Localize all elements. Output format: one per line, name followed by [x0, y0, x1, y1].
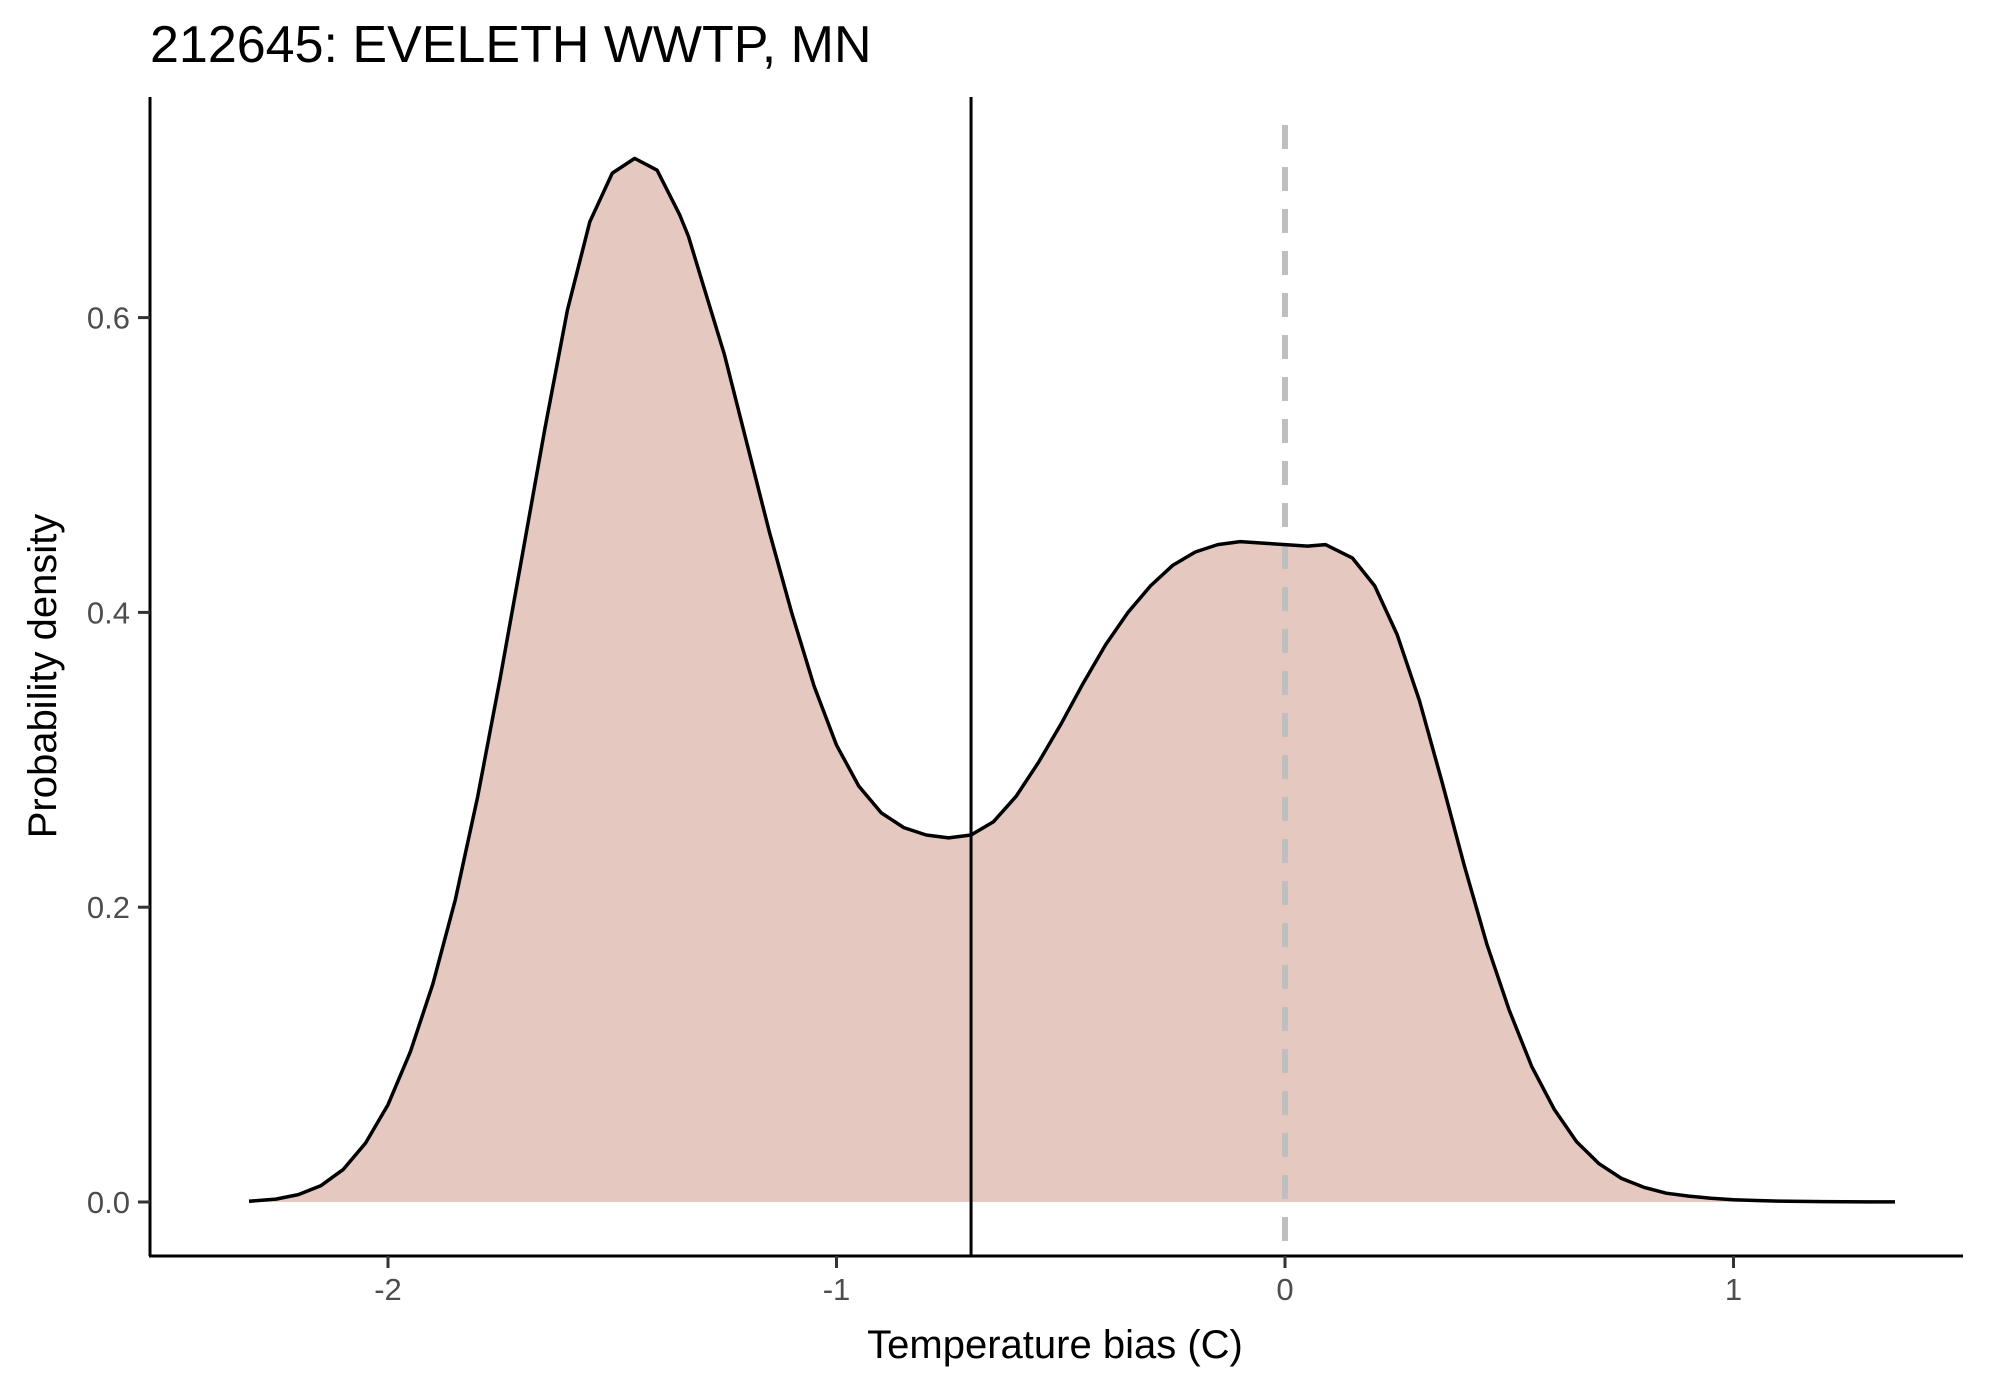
- x-tick-label: 0: [1276, 1272, 1293, 1307]
- y-axis-ticks: 0.0 0.2 0.4 0.6: [87, 301, 150, 1220]
- chart-title: 212645: EVELETH WWTP, MN: [150, 16, 872, 74]
- y-tick-label: 0.2: [87, 890, 130, 925]
- y-tick-label: 0.6: [87, 301, 130, 336]
- x-tick-label: -2: [374, 1272, 402, 1307]
- density-curve: [248, 156, 1895, 1204]
- x-tick-label: -1: [823, 1272, 851, 1307]
- x-tick-label: 1: [1725, 1272, 1742, 1307]
- x-axis-title: Temperature bias (C): [867, 1323, 1243, 1367]
- y-tick-label: 0.4: [87, 595, 130, 630]
- plot-area: [248, 97, 1895, 1256]
- y-axis-title: Probability density: [21, 514, 65, 839]
- y-tick-label: 0.0: [87, 1185, 130, 1220]
- density-area: [249, 158, 1895, 1202]
- x-axis-ticks: -2 -1 0 1: [374, 1256, 1742, 1307]
